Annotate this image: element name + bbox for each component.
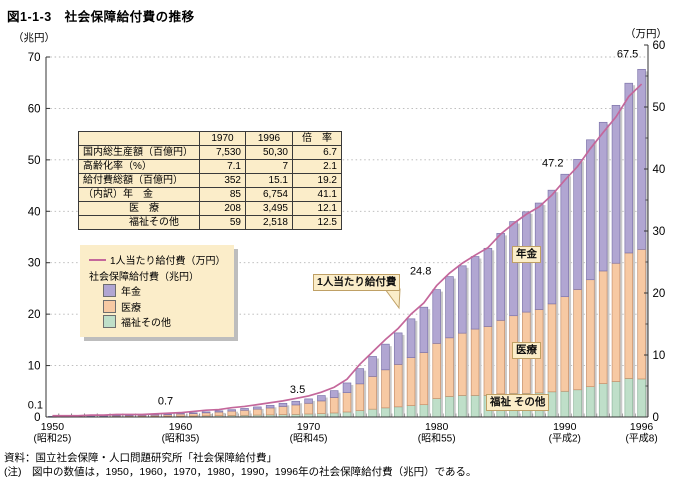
legend-swatch	[103, 299, 116, 313]
legend-item: 医療	[89, 299, 229, 315]
table-cell: 12.1	[292, 201, 342, 216]
svg-text:1970: 1970	[297, 421, 321, 433]
svg-text:20: 20	[653, 288, 666, 300]
bar-label-medical: 医療	[512, 342, 541, 359]
table-header-cell: 1970	[199, 131, 246, 146]
table-row: 国内総生産額（百億円） 7,530 50,30 6.7	[78, 145, 342, 160]
table-cell: 2.1	[292, 159, 342, 174]
svg-text:1950: 1950	[41, 421, 65, 433]
legend-swatch	[103, 315, 116, 329]
svg-text:0.1: 0.1	[28, 399, 43, 411]
bar-label-pension: 年金	[512, 246, 541, 263]
table-cell: 3,495	[245, 201, 293, 216]
table-cell: 7,530	[199, 145, 246, 160]
svg-text:0: 0	[34, 412, 40, 424]
svg-text:60: 60	[28, 103, 41, 115]
svg-text:70: 70	[28, 52, 41, 64]
table-header-cell	[78, 131, 200, 146]
x-axis-labels: 1950(昭和25) 1960(昭和35) 1970(昭和45) 1980(昭和55)…	[34, 421, 658, 445]
table-cell: 15.1	[245, 173, 293, 188]
table-cell: 7	[245, 159, 293, 174]
table-cell: （内訳）年 金	[78, 187, 200, 202]
left-axis-unit: （兆円）	[13, 32, 55, 44]
svg-text:20: 20	[28, 309, 41, 321]
svg-text:(平成2): (平成2)	[549, 433, 581, 445]
table-cell: 給付費総額（百億円）	[78, 173, 200, 188]
svg-text:(昭和45): (昭和45)	[290, 433, 328, 445]
table-cell: 福祉その他	[78, 215, 200, 230]
legend-line-label: 1人当たり給付費（万円）	[110, 256, 226, 268]
table-cell: 208	[199, 201, 246, 216]
svg-text:50: 50	[28, 155, 41, 167]
legend-item-label: 医療	[121, 302, 141, 314]
table-cell: 19.2	[292, 173, 342, 188]
svg-text:47.2: 47.2	[542, 157, 563, 169]
svg-text:40: 40	[28, 206, 41, 218]
source-note: 資料：国立社会保障・人口問題研究所「社会保障給付費」	[4, 452, 277, 464]
table-header-cell: 1996	[245, 131, 293, 146]
table-header-cell: 倍 率	[292, 131, 342, 146]
table-row: 給付費総額（百億円） 352 15.1 19.2	[78, 173, 342, 188]
table-cell: 6.7	[292, 145, 342, 160]
svg-text:(昭和35): (昭和35)	[162, 433, 200, 445]
table-cell: 2,518	[245, 215, 293, 230]
svg-text:50: 50	[653, 102, 666, 114]
table-row: 高齢化率（%） 7.1 7 2.1	[78, 159, 342, 174]
svg-text:0: 0	[653, 412, 659, 424]
table-cell: 国内総生産額（百億円）	[78, 145, 200, 160]
figure-note: (注) 図中の数値は，1950，1960，1970，1980，1990，1996…	[4, 466, 477, 478]
legend-swatch	[103, 284, 116, 298]
table-cell: 6,754	[245, 187, 293, 202]
svg-text:30: 30	[28, 258, 41, 270]
svg-text:1996: 1996	[630, 421, 654, 433]
chart-legend: 1人当たり給付費（万円） 社会保障給付費（兆円） 年金医療福祉その他	[80, 245, 234, 337]
svg-text:1990: 1990	[553, 421, 577, 433]
svg-text:(昭和55): (昭和55)	[418, 433, 456, 445]
table-cell: 50,30	[245, 145, 293, 160]
callout-pointer	[384, 288, 401, 310]
svg-text:67.5: 67.5	[617, 48, 638, 60]
line-swatch	[89, 258, 106, 261]
svg-text:60: 60	[653, 40, 666, 52]
bar-label-welfare: 福祉 その他	[486, 394, 550, 411]
legend-item-label: 福祉その他	[121, 318, 171, 330]
figure-title: 図1-1-3 社会保障給付費の推移	[7, 10, 195, 24]
svg-text:(平成8): (平成8)	[625, 433, 657, 445]
line-callout-label: 1人当たり給付費	[313, 274, 401, 291]
svg-text:24.8: 24.8	[410, 266, 431, 278]
table-cell: 352	[199, 173, 246, 188]
table-row: 福祉その他 59 2,518 12.5	[78, 215, 342, 230]
axes: 0 10 20 30 40 50 60 70 0 10 20 30 40 50 60	[28, 40, 666, 424]
legend-item: 福祉その他	[89, 314, 229, 330]
legend-item: 年金	[89, 283, 229, 299]
svg-text:40: 40	[653, 164, 666, 176]
legend-line-entry: 1人当たり給付費（万円）	[89, 252, 229, 268]
table-row: 医 療 208 3,495 12.1	[78, 201, 342, 216]
svg-text:30: 30	[653, 226, 666, 238]
table-cell: 医 療	[78, 201, 200, 216]
value-annotations: 0.1 0.7 3.5 24.8 47.2 67.5	[28, 48, 639, 411]
table-cell: 41.1	[292, 187, 342, 202]
svg-text:10: 10	[28, 361, 41, 373]
table-row: （内訳）年 金 85 6,754 41.1	[78, 187, 342, 202]
svg-text:1980: 1980	[425, 421, 449, 433]
table-cell: 85	[199, 187, 246, 202]
trend-line	[52, 83, 643, 417]
table-cell: 高齢化率（%）	[78, 159, 200, 174]
right-axis-unit: （万円）	[625, 28, 667, 40]
svg-text:1960: 1960	[169, 421, 193, 433]
legend-item-label: 年金	[121, 287, 141, 299]
table-cell: 12.5	[292, 215, 342, 230]
table-cell: 59	[199, 215, 246, 230]
svg-text:(昭和25): (昭和25)	[34, 433, 72, 445]
legend-group-label: 社会保障給付費（兆円）	[89, 271, 199, 283]
bars-group	[48, 68, 648, 418]
svg-text:10: 10	[653, 350, 666, 362]
svg-text:0.7: 0.7	[158, 395, 173, 407]
table-cell: 7.1	[199, 159, 246, 174]
comparison-table: 1970 1996 倍 率国内総生産額（百億円） 7,530 50,30 6.7 高齢化率（…	[78, 131, 342, 230]
svg-text:3.5: 3.5	[290, 384, 305, 396]
